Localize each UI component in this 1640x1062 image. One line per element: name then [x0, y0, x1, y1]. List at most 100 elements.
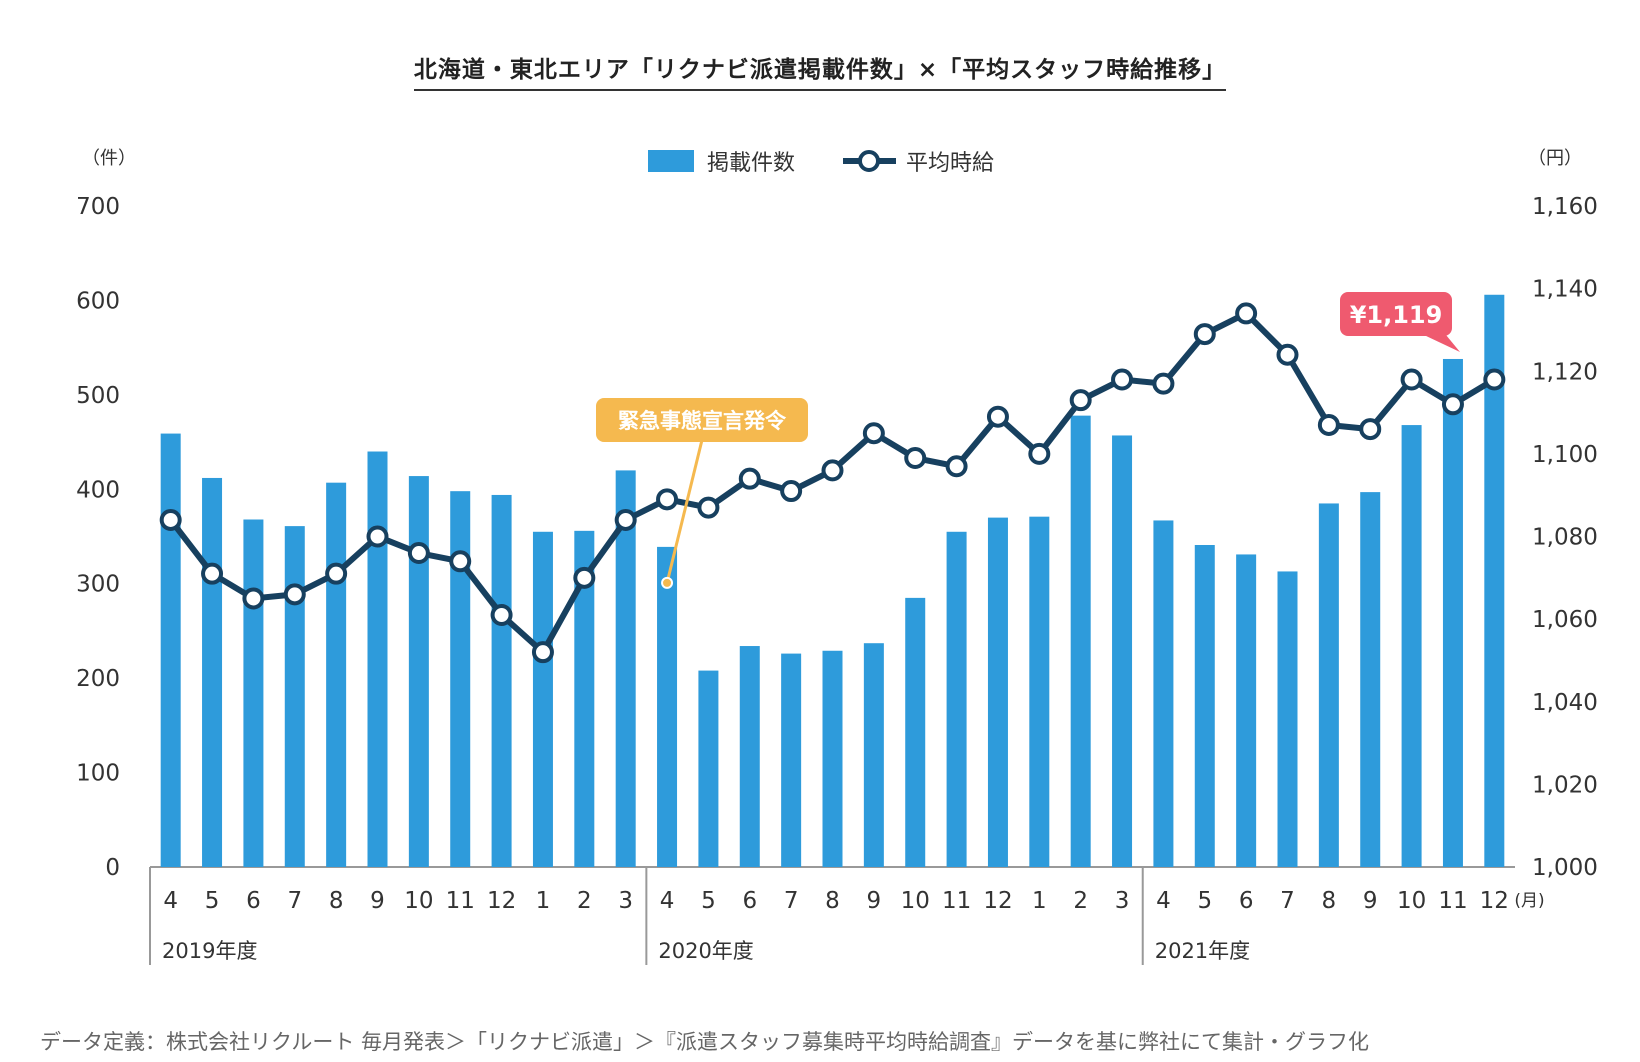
right-tick-label: 1,100 [1532, 442, 1598, 468]
chart-title-text: 北海道・東北エリア「リクナビ派遣掲載件数」×「平均スタッフ時給推移」 [413, 57, 1227, 91]
bar [1277, 571, 1298, 867]
right-axis-unit: （円） [1528, 148, 1582, 169]
wage-point [862, 422, 885, 445]
bar [781, 653, 802, 867]
x-tick-label: 1 [1032, 888, 1047, 914]
wage-point [986, 405, 1009, 428]
wage-point [1441, 393, 1464, 416]
bar [1318, 503, 1339, 867]
x-tick-label: 8 [825, 888, 840, 914]
wage-point [904, 447, 927, 470]
wage-point [1359, 418, 1382, 441]
x-tick-label: 7 [1280, 888, 1295, 914]
right-tick-label: 1,140 [1532, 277, 1598, 303]
fiscal-year-label: 2019年度 [162, 939, 257, 963]
bar [615, 470, 636, 867]
x-tick-label: 2 [577, 888, 592, 914]
footnote: データ定義：株式会社リクルート 毎月発表＞「リクナビ派遣」＞『派遣スタッフ募集時… [40, 1030, 1370, 1054]
right-tick-label: 1,080 [1532, 525, 1598, 551]
x-tick-label: 9 [1363, 888, 1378, 914]
wage-point [531, 641, 554, 664]
x-tick-label: 8 [1322, 888, 1337, 914]
wage-point [1400, 368, 1423, 391]
bar [1112, 435, 1133, 867]
wage-point [242, 587, 265, 610]
right-tick-label: 1,000 [1532, 855, 1598, 881]
x-tick-label: 10 [404, 888, 433, 914]
x-tick-label: 12 [1480, 888, 1509, 914]
legend-bar-label: 掲載件数 [707, 151, 795, 176]
bar [987, 517, 1008, 867]
left-tick-label: 500 [76, 383, 120, 409]
bar [532, 531, 553, 867]
bar [1401, 425, 1422, 867]
wage-point [1193, 323, 1216, 346]
right-tick-label: 1,120 [1532, 359, 1598, 385]
x-tick-label: 4 [660, 888, 675, 914]
bar [657, 546, 678, 867]
bar [408, 476, 429, 867]
wage-point [366, 525, 389, 548]
wage-callout-tail [1424, 335, 1460, 352]
x-tick-label: 11 [446, 888, 475, 914]
wage-point [1028, 442, 1051, 465]
left-tick-label: 200 [76, 666, 120, 692]
wage-point [738, 467, 761, 490]
bar [863, 643, 884, 867]
wage-point [697, 496, 720, 519]
x-tick-label: 12 [487, 888, 516, 914]
x-tick-label: 11 [1438, 888, 1467, 914]
chart-title: 北海道・東北エリア「リクナビ派遣掲載件数」×「平均スタッフ時給推移」 [0, 50, 1640, 91]
bar [160, 433, 181, 867]
bar [574, 530, 595, 867]
bar [1194, 544, 1215, 867]
bar [905, 597, 926, 867]
wage-point [780, 480, 803, 503]
x-tick-label: 9 [867, 888, 882, 914]
x-tick-label: 5 [205, 888, 220, 914]
legend-bar-swatch [648, 150, 694, 172]
x-tick-label: 6 [246, 888, 261, 914]
left-tick-label: 300 [76, 572, 120, 598]
wage-point [159, 508, 182, 531]
bar [1029, 516, 1050, 867]
annotations: 緊急事態宣言発令 ¥1,119 [596, 292, 1460, 589]
x-tick-label: 11 [942, 888, 971, 914]
left-tick-label: 700 [76, 194, 120, 220]
bar [1484, 294, 1505, 868]
right-tick-label: 1,060 [1532, 607, 1598, 633]
wage-point [1111, 368, 1134, 391]
x-tick-label: 12 [983, 888, 1012, 914]
bar [450, 491, 471, 867]
wage-point [201, 562, 224, 585]
x-tick-label: 2 [1073, 888, 1088, 914]
left-axis-unit: （件） [82, 148, 136, 169]
bar [326, 482, 347, 867]
wage-point [1317, 413, 1340, 436]
bar [698, 670, 719, 867]
wage-point [325, 562, 348, 585]
wage-point [1276, 343, 1299, 366]
right-tick-label: 1,020 [1532, 772, 1598, 798]
annotation-dot [661, 576, 674, 589]
bar [202, 477, 223, 867]
bar [1360, 492, 1381, 867]
x-tick-label: 8 [329, 888, 344, 914]
wage-point [1069, 389, 1092, 412]
left-tick-label: 100 [76, 761, 120, 787]
wage-point [945, 455, 968, 478]
x-tick-label: 4 [163, 888, 178, 914]
wage-point [1235, 302, 1258, 325]
wage-point [490, 603, 513, 626]
x-tick-label: 5 [701, 888, 716, 914]
x-tick-label: 3 [618, 888, 633, 914]
annotation-text: 緊急事態宣言発令 [618, 409, 787, 433]
legend-line-marker [858, 150, 880, 172]
right-tick-label: 1,040 [1532, 690, 1598, 716]
wage-point [283, 583, 306, 606]
annotation-pointer [665, 439, 704, 584]
right-tick-label: 1,160 [1532, 194, 1598, 220]
wage-point [573, 566, 596, 589]
x-tick-label: 5 [1197, 888, 1212, 914]
